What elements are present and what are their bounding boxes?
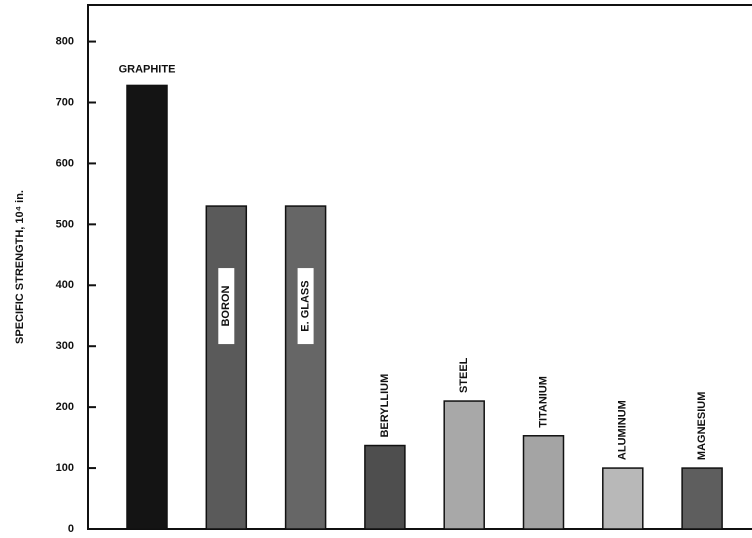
bar (205, 205, 248, 530)
bar (602, 467, 644, 530)
y-tick-label: 200 (56, 401, 74, 413)
y-tick-label: 700 (56, 96, 74, 108)
y-tick-label: 0 (68, 523, 74, 535)
y-tick-label: 300 (56, 340, 74, 352)
plot-frame (87, 4, 752, 530)
bar-label: ALUMINUM (617, 400, 629, 460)
bar (681, 467, 723, 530)
bar-label: BERYLLIUM (379, 374, 391, 438)
bar-label: BORON (220, 286, 232, 327)
bar-label: E. GLASS (300, 280, 312, 331)
bar-label: GRAPHITE (119, 63, 176, 75)
bar (284, 205, 327, 530)
bar-label-box (297, 268, 314, 345)
bar (364, 444, 406, 530)
y-tick-label: 600 (56, 157, 74, 169)
y-tick-label: 800 (56, 35, 74, 47)
bar-label: MAGNESIUM (696, 392, 708, 460)
y-tick-label: 100 (56, 462, 74, 474)
y-tick-label: 500 (56, 218, 74, 230)
bar (126, 84, 168, 530)
bar-label-box (218, 268, 235, 345)
bar (443, 400, 485, 530)
bar-label: TITANIUM (537, 376, 549, 428)
bar (522, 435, 565, 530)
y-tick-label: 400 (56, 279, 74, 291)
y-axis-label: SPECIFIC STRENGTH, 10⁴ in. (14, 190, 26, 344)
bar-label: STEEL (458, 357, 470, 393)
